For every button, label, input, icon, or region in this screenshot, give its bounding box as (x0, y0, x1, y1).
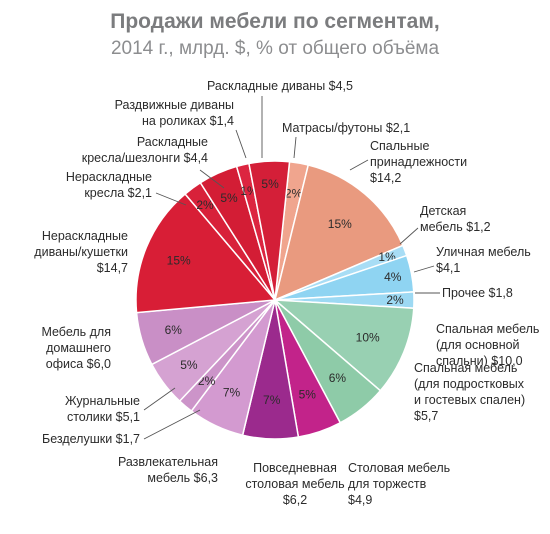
slice-category-label: Уличная мебель $4,1 (436, 245, 531, 275)
slice-percent-label: 10% (356, 331, 380, 345)
slice-category-label: Столовая мебель для торжеств $4,9 (348, 461, 450, 507)
leader-line (235, 129, 247, 159)
pie-slice (135, 192, 277, 314)
leader-line (143, 409, 201, 440)
chart-subtitle: 2014 г., млрд. $, % от общего объёма (110, 38, 440, 59)
leader-line (143, 387, 176, 411)
leader-line (399, 227, 419, 245)
leader-line (293, 136, 297, 159)
slice-percent-label: 5% (220, 191, 238, 205)
slice-percent-label: 4% (384, 270, 402, 284)
slice-percent-label: 7% (223, 385, 241, 399)
slice-percent-label: 5% (180, 358, 198, 372)
slice-category-label: Нераскладные кресла $2,1 (66, 170, 152, 200)
chart-title: Продажи мебели по сегментам, (110, 10, 440, 33)
slice-percent-label: 5% (261, 177, 279, 191)
slice-category-label: Журнальные столики $5,1 (65, 394, 140, 424)
slice-category-label: Безделушки $1,7 (42, 432, 140, 446)
slice-percent-label: 7% (263, 393, 281, 407)
slice-percent-label: 6% (329, 371, 347, 385)
slice-category-label: Развлекательная мебель $6,3 (118, 455, 218, 485)
slice-category-label: Раскладные диваны $4,5 (207, 79, 353, 93)
slice-category-label: Спальные принадлежности $14,2 (370, 139, 467, 185)
slice-percent-label: 15% (328, 217, 352, 231)
pie-slice (248, 160, 291, 301)
slice-category-label: Мебель для домашнего офиса $6,0 (41, 325, 111, 371)
leader-line (413, 265, 435, 273)
slice-percent-label: 2% (386, 293, 404, 307)
slice-percent-label: 2% (285, 187, 303, 201)
slice-category-label: Раздвижные диваны на роликах $1,4 (115, 98, 234, 128)
leader-line (199, 169, 225, 189)
slice-percent-label: 5% (299, 388, 317, 402)
slice-category-label: Детская мебель $1,2 (420, 204, 491, 234)
slice-percent-label: 15% (167, 254, 191, 268)
leader-line (349, 159, 369, 171)
slice-category-label: Прочее $1,8 (442, 286, 513, 300)
slice-category-label: Спальная мебель (для подростковых и гостев… (414, 361, 525, 423)
pie-slice (272, 299, 415, 392)
slice-category-label: Раскладные кресла/шезлонги $4,4 (82, 135, 208, 165)
slice-category-label: Матрасы/футоны $2,1 (282, 121, 410, 135)
slice-category-label: Спальная мебель (для основной спальни) $10… (436, 322, 539, 368)
slice-percent-label: 6% (165, 323, 183, 337)
slice-category-label: Нераскладные диваны/кушетки $14,7 (34, 229, 128, 275)
slice-percent-label: 2% (196, 198, 214, 212)
pie-slice (273, 164, 404, 302)
slice-category-label: Повседневная столовая мебель $6,2 (245, 461, 344, 507)
leader-line (155, 192, 187, 206)
